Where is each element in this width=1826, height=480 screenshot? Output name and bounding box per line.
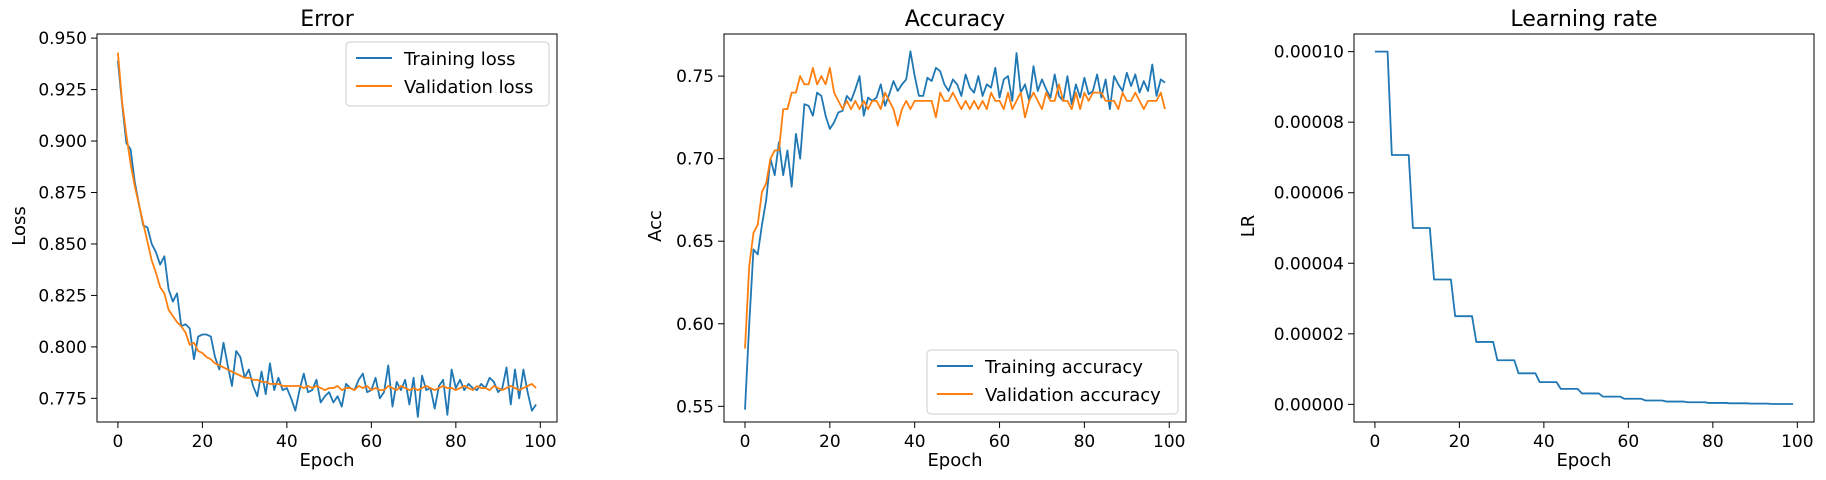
x-ticks: 0 20 40 60 80 100	[1369, 422, 1814, 452]
y-tick-label: 0.00004	[1274, 254, 1344, 274]
chart-title: Learning rate	[1510, 7, 1657, 32]
y-tick-label: 0.00006	[1274, 184, 1344, 204]
y-axis-label: LR	[1238, 215, 1259, 238]
legend-label-training-accuracy: Training accuracy	[984, 357, 1143, 378]
x-tick-label: 60	[1618, 432, 1640, 452]
y-tick-label: 0.55	[676, 397, 714, 417]
accuracy-chart: Accuracy Acc Epoch 0.550.600.650.700.75 …	[645, 7, 1187, 471]
error-chart: Error Loss Epoch 0.775 0.800 0.825 0.850 0.8…	[9, 7, 558, 471]
y-tick-label: 0.800	[38, 338, 87, 358]
x-axis-label: Epoch	[1556, 450, 1611, 471]
x-tick-label: 80	[445, 432, 467, 452]
y-tick-label: 0.70	[676, 150, 714, 170]
learning-rate-chart: Learning rate LR Epoch 0.000000.000020.0…	[1238, 7, 1815, 471]
legend-label-validation-loss: Validation loss	[404, 77, 533, 98]
plot-frame	[723, 33, 1187, 423]
x-tick-label: 0	[1369, 432, 1380, 452]
y-tick-label: 0.775	[38, 389, 87, 409]
x-tick-label: 40	[276, 432, 298, 452]
x-axis-label: Epoch	[927, 450, 982, 471]
y-tick-label: 0.850	[38, 235, 87, 255]
y-tick-label: 0.875	[38, 183, 87, 203]
y-ticks: 0.775 0.800 0.825 0.850 0.875 0.900 0.925 0.950	[38, 29, 97, 409]
x-tick-label: 40	[904, 432, 926, 452]
legend-label-validation-accuracy: Validation accuracy	[985, 385, 1161, 406]
x-tick-label: 20	[819, 432, 841, 452]
y-tick-label: 0.00010	[1274, 43, 1344, 63]
legend-box	[345, 41, 550, 107]
y-tick-label: 0.00002	[1274, 325, 1344, 345]
x-tick-label: 80	[1074, 432, 1096, 452]
x-tick-label: 0	[112, 432, 123, 452]
x-axis-label: Epoch	[299, 450, 354, 471]
x-tick-label: 20	[1449, 432, 1471, 452]
y-tick-label: 0.00000	[1274, 395, 1344, 415]
x-tick-label: 60	[989, 432, 1011, 452]
series-group	[1374, 50, 1794, 405]
legend-label-training-loss: Training loss	[403, 49, 516, 70]
legend-box	[926, 349, 1179, 415]
legend: Training loss Validation loss	[345, 41, 550, 107]
x-tick-label: 100	[524, 432, 556, 452]
y-tick-label: 0.75	[676, 67, 714, 87]
x-ticks: 0 20 40 60 80 100	[740, 422, 1185, 452]
x-ticks: 0 20 40 60 80 100	[112, 422, 557, 452]
x-tick-label: 100	[1153, 432, 1185, 452]
y-tick-label: 0.950	[38, 29, 87, 49]
legend: Training accuracy Validation accuracy	[926, 349, 1179, 415]
y-tick-label: 0.00008	[1274, 113, 1344, 133]
chart-title: Accuracy	[905, 7, 1005, 32]
x-tick-label: 60	[361, 432, 383, 452]
x-tick-label: 80	[1702, 432, 1724, 452]
x-tick-label: 100	[1781, 432, 1813, 452]
x-tick-label: 20	[192, 432, 214, 452]
y-ticks: 0.55 0.60 0.65 0.70 0.75	[676, 67, 724, 417]
y-axis-label: Acc	[645, 210, 666, 242]
x-tick-label: 0	[740, 432, 751, 452]
series-line-validation-accuracy	[744, 66, 1166, 349]
y-axis-label: Loss	[9, 206, 30, 245]
x-tick-label: 40	[1533, 432, 1555, 452]
series-line-training-accuracy	[744, 50, 1166, 410]
y-tick-label: 0.825	[38, 286, 87, 306]
y-ticks: 0.00000 0.00002 0.00004 0.00006 0.00008 0.000…	[1274, 43, 1354, 415]
series-line-training-loss	[117, 60, 537, 418]
y-tick-label: 0.60	[676, 315, 714, 335]
series-line-validation-loss	[117, 52, 537, 392]
y-tick-label: 0.900	[38, 132, 87, 152]
plot-frame	[1353, 33, 1815, 423]
series-group	[117, 52, 537, 418]
chart-title: Error	[300, 7, 355, 32]
plot-frame	[96, 33, 558, 423]
series-line-lr	[1374, 50, 1794, 405]
y-tick-label: 0.65	[676, 232, 714, 252]
y-tick-label: 0.925	[38, 81, 87, 101]
series-group	[744, 50, 1166, 410]
